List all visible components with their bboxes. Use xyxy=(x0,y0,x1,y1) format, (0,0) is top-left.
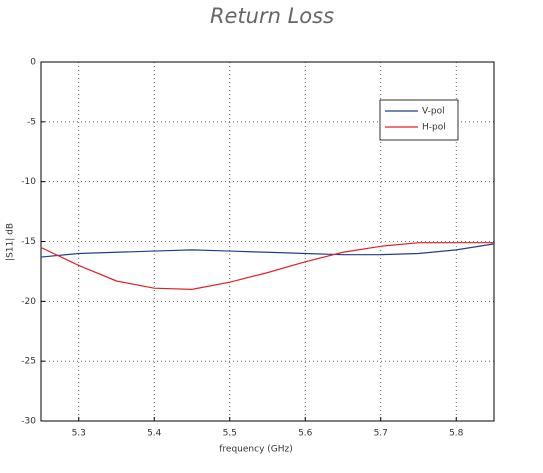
data-line xyxy=(40,243,495,258)
y-tick-label: -20 xyxy=(21,297,36,307)
y-tick-label: 0 xyxy=(30,58,36,68)
y-tick-label: -5 xyxy=(27,117,36,127)
y-tick-label: -30 xyxy=(21,417,36,427)
x-tick-label: 5.5 xyxy=(223,429,237,439)
y-tick-label: -25 xyxy=(21,357,36,367)
plot-frame xyxy=(40,61,495,422)
y-axis-label: |S11| dB xyxy=(6,223,16,261)
y-tick-label: -10 xyxy=(21,177,36,187)
x-tick-label: 5.4 xyxy=(147,429,162,439)
x-tick-label: 5.6 xyxy=(298,429,313,439)
data-line xyxy=(40,242,494,290)
y-tick-label: -15 xyxy=(21,237,36,247)
x-tick-label: 5.3 xyxy=(72,429,86,439)
chart-title: Return Loss xyxy=(210,4,334,28)
x-axis-label: frequency (GHz) xyxy=(219,445,293,455)
legend-label: H-pol xyxy=(422,123,446,133)
x-tick-label: 5.7 xyxy=(374,429,388,439)
legend-box xyxy=(379,99,459,141)
legend-label: V-pol xyxy=(422,107,445,117)
x-tick-label: 5.8 xyxy=(449,429,464,439)
